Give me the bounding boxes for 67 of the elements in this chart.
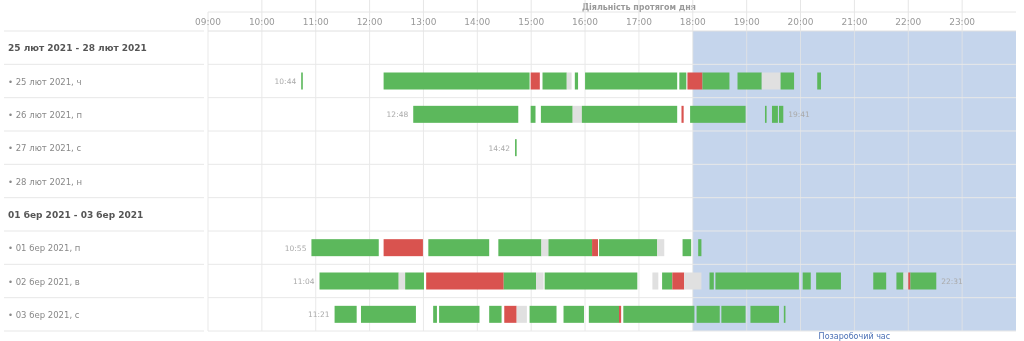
bar (679, 72, 687, 90)
y-tick-label: 25 лют 2021 - 28 лют 2021 (8, 43, 147, 54)
bar (702, 72, 730, 90)
bar (405, 272, 425, 290)
bar (780, 72, 795, 90)
y-tick-label: • 25 лют 2021, ч (8, 76, 82, 87)
bar (910, 272, 937, 290)
y-tick-label: • 28 лют 2021, н (8, 176, 83, 187)
bar (311, 239, 379, 257)
x-tick-label: 13:00 (410, 17, 437, 27)
bar (428, 239, 490, 257)
bar (588, 305, 619, 323)
x-tick-label: 15:00 (518, 17, 545, 27)
x-tick-label: 20:00 (787, 17, 814, 27)
bar (529, 305, 557, 323)
bar (690, 105, 746, 123)
x-tick-label: 23:00 (949, 17, 976, 27)
bar (903, 272, 909, 290)
x-tick-label: 09:00 (195, 17, 222, 27)
bar (817, 72, 821, 90)
bar (737, 72, 762, 90)
bar (750, 305, 779, 323)
x-tick-label: 11:00 (302, 17, 329, 27)
bar (682, 239, 692, 257)
x-tick-label: 16:00 (572, 17, 599, 27)
y-tick-label: • 26 лют 2021, п (8, 109, 83, 120)
y-tick-label: • 03 бер 2021, с (8, 309, 80, 320)
bar (542, 72, 567, 90)
bar (698, 239, 702, 257)
y-tick-label: • 01 бер 2021, п (8, 243, 81, 254)
bar (334, 305, 357, 323)
y-tick-label: • 27 лют 2021, с (8, 143, 82, 154)
bar (383, 72, 530, 90)
bar (585, 72, 678, 90)
bar (581, 105, 678, 123)
chart-title: Діяльність протягом дня (581, 2, 696, 12)
bar (530, 105, 536, 123)
band-label: Позаробочий час (818, 332, 891, 341)
bar (319, 272, 399, 290)
bar (413, 105, 519, 123)
bar (540, 105, 573, 123)
bar (802, 272, 811, 290)
x-tick-label: 10:00 (248, 17, 276, 27)
y-tick-label: 01 бер 2021 - 03 бер 2021 (8, 209, 144, 220)
bar (360, 305, 416, 323)
x-tick-label: 19:00 (733, 17, 760, 27)
bar (433, 305, 437, 323)
bar (599, 239, 658, 257)
x-tick-label: 18:00 (679, 17, 707, 27)
bar (489, 305, 502, 323)
bar (563, 305, 584, 323)
bar (498, 239, 542, 257)
x-tick-label: 21:00 (841, 17, 868, 27)
bar (623, 305, 695, 323)
bar (816, 272, 841, 290)
bar (439, 305, 480, 323)
bar (662, 272, 673, 290)
bar (544, 272, 638, 290)
bar (896, 272, 904, 290)
x-tick-label: 14:00 (464, 17, 491, 27)
y-tick-label: • 02 бер 2021, в (8, 276, 80, 287)
x-tick-label: 17:00 (625, 17, 653, 27)
bar (908, 272, 911, 290)
bar (503, 272, 537, 290)
x-tick-label: 12:00 (356, 17, 383, 27)
x-tick-label: 22:00 (895, 17, 922, 27)
bar (873, 272, 887, 290)
